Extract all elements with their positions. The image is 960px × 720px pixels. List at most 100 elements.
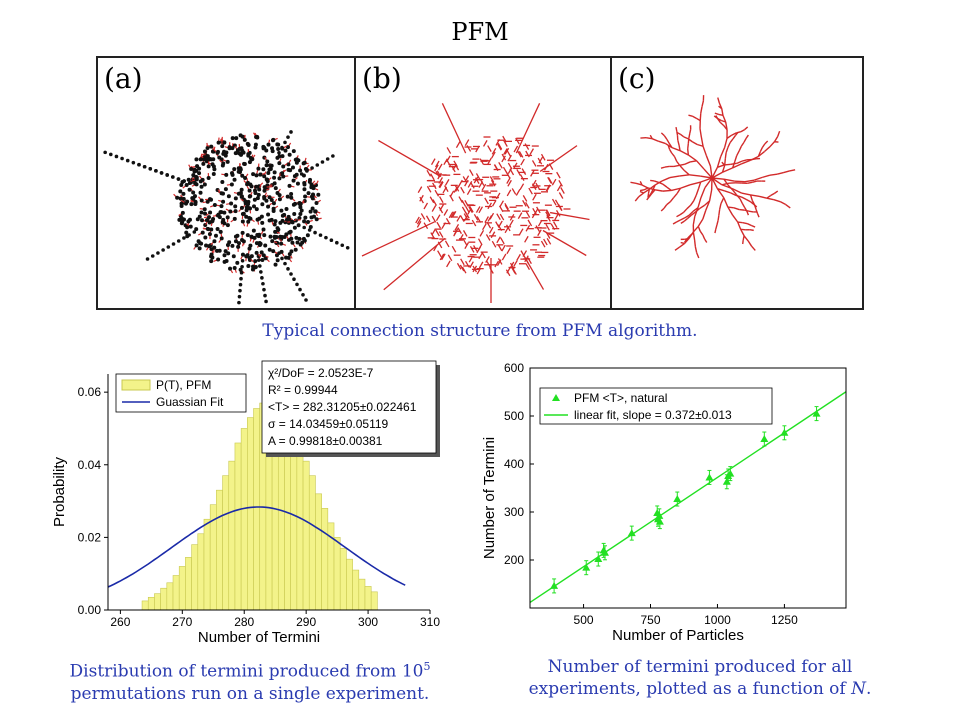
particle-dot: [233, 204, 238, 209]
particle-dot: [249, 184, 254, 189]
branch-line: [688, 114, 693, 117]
particle-dot: [225, 223, 230, 228]
particle-dot: [251, 204, 256, 209]
particle-dot: [313, 230, 317, 235]
particle-dot: [281, 174, 286, 179]
branch-line: [733, 207, 740, 211]
branch-line: [687, 154, 698, 162]
branch-line: [650, 179, 655, 182]
bond-line: [496, 236, 501, 244]
particle-dot: [184, 183, 189, 188]
bond-line: [479, 158, 485, 166]
particle-dot: [114, 154, 119, 159]
particle-dot: [247, 246, 252, 251]
particle-dot: [181, 191, 186, 196]
branch-line: [669, 197, 675, 203]
branch-line: [693, 194, 697, 201]
particle-dot: [221, 151, 226, 156]
branch-line: [662, 183, 668, 188]
bond-line: [495, 192, 501, 200]
particle-dot: [295, 282, 299, 287]
y-axis-title: Number of Termini: [481, 437, 498, 559]
bond-line: [521, 168, 527, 175]
branch-line: [734, 155, 738, 162]
data-point: [726, 469, 735, 477]
particle-dot: [345, 245, 350, 250]
branch-line: [711, 177, 723, 186]
particle-dot: [230, 243, 235, 248]
particle-dot: [253, 265, 258, 270]
branch-line: [676, 214, 681, 218]
y-tick-label: 400: [504, 457, 524, 471]
bond-line: [528, 187, 533, 195]
bond-line: [531, 183, 537, 191]
histogram-bar: [172, 575, 180, 611]
particle-dot: [236, 191, 241, 196]
particle-dot: [296, 223, 301, 228]
particle-dot: [220, 144, 225, 149]
particle-dot: [277, 197, 282, 202]
bond-line: [497, 224, 503, 232]
particle-dot: [176, 239, 181, 243]
particle-dot: [279, 241, 284, 246]
branch-line: [744, 126, 749, 131]
branch-line: [770, 192, 775, 197]
particle-dot: [261, 253, 266, 258]
bond-line: [465, 211, 470, 219]
branch-line: [683, 238, 688, 243]
particle-dot: [264, 163, 269, 168]
bond-line: [448, 211, 454, 219]
particle-dot: [251, 172, 256, 177]
bond-line: [435, 229, 440, 237]
histogram-bar: [216, 489, 223, 611]
bond-line: [558, 179, 563, 187]
branch-line: [738, 145, 743, 152]
bond-line: [495, 139, 501, 146]
particle-dot: [267, 247, 272, 252]
branch-line: [663, 135, 668, 140]
particle-dot: [218, 229, 223, 234]
particle-dot: [142, 164, 147, 169]
branch-line: [773, 199, 781, 203]
particle-dot: [254, 250, 259, 255]
particle-dot: [156, 251, 160, 255]
branch-line: [688, 210, 694, 216]
bond-line: [496, 213, 501, 221]
particle-dot: [281, 164, 286, 169]
branch-line: [689, 174, 701, 177]
branch-line: [723, 178, 735, 182]
particle-dot: [271, 137, 276, 142]
histogram-bar: [296, 446, 304, 611]
branch-line: [680, 184, 691, 189]
branch-line: [654, 180, 663, 186]
bond-line: [503, 148, 508, 155]
branch-line: [693, 239, 697, 247]
branch-line: [708, 189, 713, 201]
particle-dot: [268, 166, 273, 171]
particle-dot: [253, 259, 258, 264]
branch-line: [660, 166, 666, 169]
particle-dot: [280, 154, 285, 159]
legend-swatch-bar: [121, 379, 151, 391]
bond-line: [524, 143, 530, 150]
branch-line: [678, 145, 681, 151]
bond-line: [420, 213, 426, 220]
branch-line: [687, 138, 693, 143]
network-diagram-c: [630, 95, 796, 259]
particle-dot: [222, 253, 227, 258]
branch-line: [702, 146, 708, 157]
particle-dot: [229, 182, 234, 187]
branch-line: [737, 221, 743, 224]
bond-line: [468, 206, 473, 213]
plot-frame: [529, 367, 847, 609]
particle-dot: [260, 257, 265, 262]
particle-dot: [262, 185, 267, 190]
branch-line: [688, 133, 691, 139]
y-tick-label: 0.02: [78, 530, 102, 544]
particle-dot: [293, 218, 298, 223]
particle-dot: [324, 235, 328, 240]
bond-line: [509, 219, 514, 227]
particle-dot: [206, 176, 211, 181]
particle-dot: [199, 210, 204, 215]
bond-line: [435, 214, 441, 222]
